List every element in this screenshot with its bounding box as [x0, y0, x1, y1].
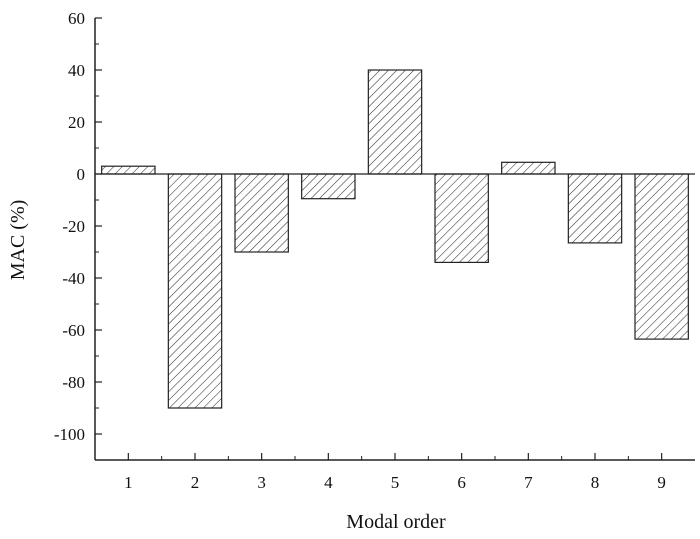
y-tick-label: -60 — [62, 321, 85, 340]
bar-8 — [567, 173, 623, 244]
x-axis-label: Modal order — [346, 511, 446, 533]
bar-1 — [101, 165, 156, 175]
x-tick-label: 2 — [191, 473, 200, 492]
bar-3 — [234, 173, 289, 253]
y-tick-label: -80 — [62, 373, 85, 392]
x-tick-label: 4 — [324, 473, 333, 492]
y-axis-label: MAC (%) — [7, 200, 29, 281]
x-tick-label: 1 — [124, 473, 133, 492]
y-tick-label: -40 — [62, 269, 85, 288]
bar-6 — [434, 173, 489, 264]
bar-5 — [367, 69, 423, 175]
bar-2 — [167, 173, 223, 409]
y-tick-label: -20 — [62, 217, 85, 236]
y-tick-label: 60 — [68, 9, 85, 28]
bar-4 — [301, 173, 356, 200]
x-tick-label: 9 — [657, 473, 666, 492]
y-ticks-group: 60 40 20 0 -20 -40 -60 -80 -100 — [54, 9, 102, 444]
x-ticks-group: 1 2 3 4 5 6 7 8 9 — [124, 453, 666, 492]
bar-7 — [501, 161, 556, 175]
x-tick-label: 3 — [257, 473, 266, 492]
y-tick-label: -100 — [54, 425, 85, 444]
y-tick-label: 40 — [68, 61, 85, 80]
bars-group — [101, 69, 689, 409]
bar-9 — [634, 173, 689, 340]
y-tick-label: 0 — [77, 165, 86, 184]
x-tick-label: 6 — [457, 473, 466, 492]
x-tick-label: 8 — [591, 473, 600, 492]
y-tick-label: 20 — [68, 113, 85, 132]
x-tick-label: 5 — [391, 473, 400, 492]
x-tick-label: 7 — [524, 473, 533, 492]
